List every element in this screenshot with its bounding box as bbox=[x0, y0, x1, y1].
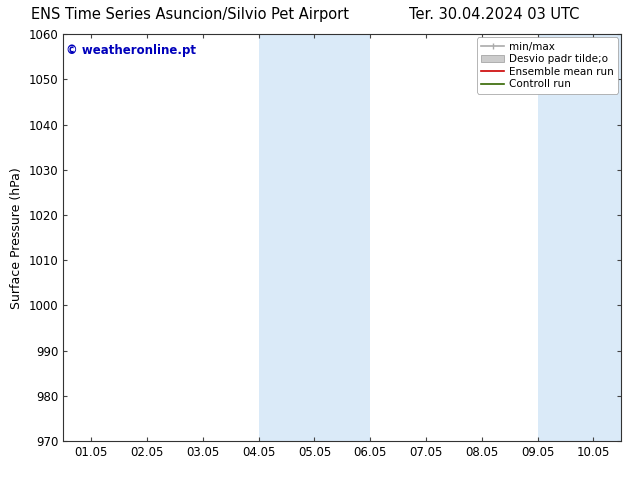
Bar bbox=[538, 34, 621, 441]
Text: ENS Time Series Asuncion/Silvio Pet Airport: ENS Time Series Asuncion/Silvio Pet Airp… bbox=[31, 7, 349, 22]
Y-axis label: Surface Pressure (hPa): Surface Pressure (hPa) bbox=[10, 167, 23, 309]
Bar bbox=[259, 34, 370, 441]
Title: ENS Time Series Asuncion/Silvio Pet Airport        Ter. 30.04.2024 03 UTC: ENS Time Series Asuncion/Silvio Pet Airp… bbox=[0, 489, 1, 490]
Legend: min/max, Desvio padr tilde;o, Ensemble mean run, Controll run: min/max, Desvio padr tilde;o, Ensemble m… bbox=[477, 37, 618, 94]
Text: Ter. 30.04.2024 03 UTC: Ter. 30.04.2024 03 UTC bbox=[410, 7, 579, 22]
Text: © weatheronline.pt: © weatheronline.pt bbox=[66, 45, 196, 57]
